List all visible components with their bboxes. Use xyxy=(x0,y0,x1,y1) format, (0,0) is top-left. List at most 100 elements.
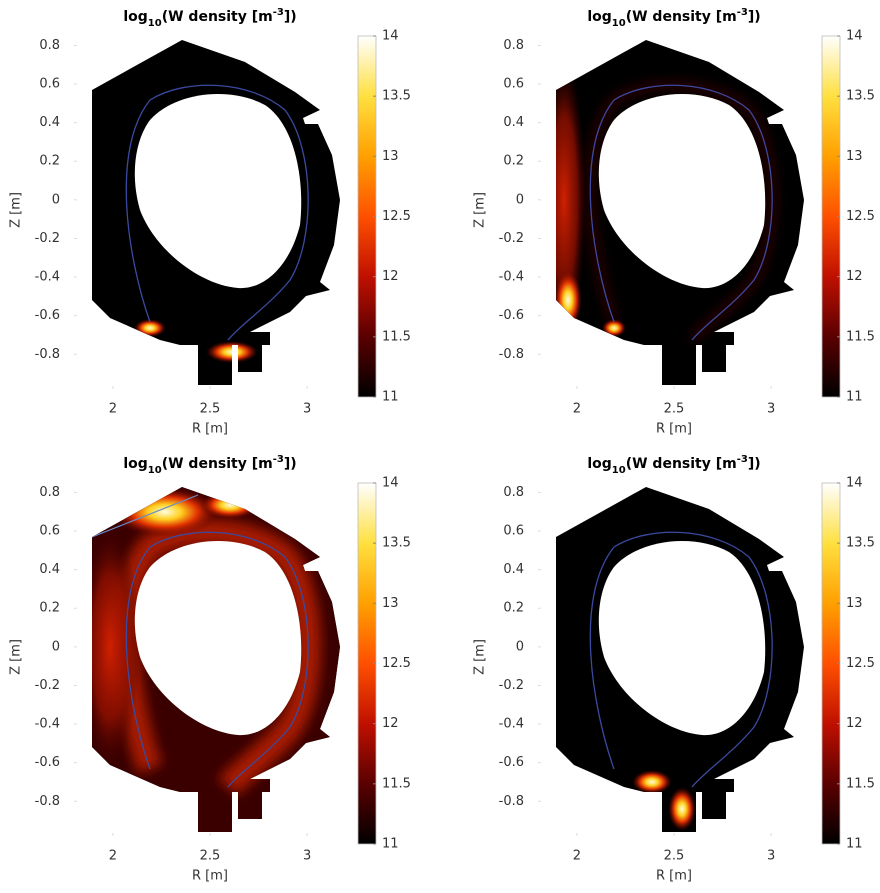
x-tick-label: 2 xyxy=(109,402,117,417)
colorbar-tick-label: 14 xyxy=(846,476,863,491)
colorbar-tick-label: 11.5 xyxy=(382,329,411,344)
title-part: 10 xyxy=(148,18,162,29)
colorbar-tick-label: 12 xyxy=(846,269,863,284)
colorbar-tick-label: 11 xyxy=(382,837,399,852)
x-tick-label: 2.5 xyxy=(664,402,685,417)
y-tick-label: -0.4 xyxy=(35,717,60,732)
colorbar-tick-label: 13.5 xyxy=(846,89,875,104)
colorbar-tick-label: 13 xyxy=(846,596,863,611)
title-part: log xyxy=(587,456,611,472)
y-tick-label: 0.2 xyxy=(39,601,60,616)
x-tick-label: 3 xyxy=(303,402,311,417)
y-tick-label: 0 xyxy=(52,192,60,207)
colorbar-tick-label: 11 xyxy=(382,390,399,405)
y-tick-label: 0.2 xyxy=(503,601,524,616)
y-tick-label: 0.4 xyxy=(503,562,524,577)
boundary-line xyxy=(92,494,199,538)
y-tick-label: -0.8 xyxy=(35,794,60,809)
emission-layer xyxy=(632,770,696,831)
y-tick-label: -0.6 xyxy=(35,755,60,770)
y-tick-label: 0 xyxy=(516,639,524,654)
vessel-hole xyxy=(134,93,302,289)
title-part: 10 xyxy=(148,465,162,476)
chart-title: log10(W density [m-3]) xyxy=(587,454,760,476)
y-tick-label: 0 xyxy=(52,639,60,654)
x-tick-label: 2 xyxy=(573,402,581,417)
colorbar-tick-label: 14 xyxy=(382,476,399,491)
y-tick-label: -0.2 xyxy=(499,678,524,693)
y-tick-label: 0.6 xyxy=(39,77,60,92)
y-tick-label: 0.2 xyxy=(503,154,524,169)
title-part: log xyxy=(587,9,611,25)
y-tick-label: -0.6 xyxy=(499,755,524,770)
x-axis-label: R [m] xyxy=(192,422,228,437)
title-part: log xyxy=(123,456,147,472)
y-tick-label: -0.2 xyxy=(35,231,60,246)
colorbar-tick-label: 11.5 xyxy=(846,776,875,791)
colorbar-tick-label: 13.5 xyxy=(382,536,411,551)
y-axis-label: Z [m] xyxy=(9,192,24,228)
panel: log10(W density [m-3]) R [m] Z [m] 2 2.5 3 -0.… xyxy=(473,7,875,437)
x-tick-label: 2 xyxy=(573,849,581,864)
title-part: 10 xyxy=(612,18,626,29)
y-tick-label: 0.4 xyxy=(39,562,60,577)
y-tick-label: -0.2 xyxy=(35,678,60,693)
emission xyxy=(206,341,258,363)
colorbar-tick-label: 11.5 xyxy=(846,329,875,344)
y-tick-label: 0.8 xyxy=(39,485,60,500)
y-axis-label: Z [m] xyxy=(473,639,488,675)
colorbar-tick-label: 14 xyxy=(382,29,399,44)
colorbar-tick-label: 13 xyxy=(382,149,399,164)
y-tick-label: 0.8 xyxy=(503,38,524,53)
colorbar-tick-label: 11 xyxy=(846,390,863,405)
y-tick-label: 0.6 xyxy=(503,524,524,539)
y-tick-label: 0.4 xyxy=(503,115,524,130)
panel: log10(W density [m-3]) R [m] Z [m] 2 2.5 3 -0.… xyxy=(473,454,875,884)
vessel-hole xyxy=(134,540,302,736)
y-tick-label: -0.6 xyxy=(499,308,524,323)
colorbar-tick-label: 12 xyxy=(382,269,399,284)
title-part: (W density [m xyxy=(162,456,273,472)
emission xyxy=(632,770,672,794)
colorbar-tick-label: 13.5 xyxy=(382,89,411,104)
y-tick-label: -0.4 xyxy=(499,717,524,732)
separatrix xyxy=(125,84,309,341)
emission xyxy=(200,491,260,519)
x-tick-label: 3 xyxy=(303,849,311,864)
heatmap xyxy=(92,40,340,385)
colorbar-tick-label: 13.5 xyxy=(846,536,875,551)
x-axis-label: R [m] xyxy=(656,422,692,437)
separatrix xyxy=(589,84,773,341)
title-part: -3 xyxy=(273,7,284,18)
colorbar-tick-label: 12.5 xyxy=(382,209,411,224)
x-tick-label: 2.5 xyxy=(200,402,221,417)
y-tick-label: -0.4 xyxy=(499,270,524,285)
colorbar-tick-label: 12.5 xyxy=(846,209,875,224)
x-tick-label: 3 xyxy=(767,402,775,417)
x-axis-label: R [m] xyxy=(192,869,228,884)
y-tick-label: -0.4 xyxy=(35,270,60,285)
y-tick-label: 0.6 xyxy=(503,77,524,92)
x-tick-label: 2 xyxy=(109,849,117,864)
title-part: -3 xyxy=(273,454,284,465)
title-part: ]) xyxy=(284,9,297,25)
title-part: 10 xyxy=(612,465,626,476)
title-part: (W density [m xyxy=(162,9,273,25)
y-tick-label: 0.4 xyxy=(39,115,60,130)
y-axis-label: Z [m] xyxy=(9,639,24,675)
y-tick-label: -0.2 xyxy=(499,231,524,246)
panel: log10(W density [m-3]) R [m] Z [m] 2 2.5 3 -0.… xyxy=(9,7,411,437)
heatmap xyxy=(556,40,804,385)
emission-layer xyxy=(134,319,258,363)
heatmap xyxy=(556,487,804,832)
chart-title: log10(W density [m-3]) xyxy=(123,7,296,29)
colorbar-tick-label: 14 xyxy=(846,29,863,44)
emission xyxy=(556,270,582,330)
x-axis-label: R [m] xyxy=(656,869,692,884)
title-part: log xyxy=(123,9,147,25)
y-tick-label: 0.8 xyxy=(503,485,524,500)
separatrix xyxy=(589,531,773,788)
emission xyxy=(556,60,586,340)
y-tick-label: -0.8 xyxy=(499,347,524,362)
